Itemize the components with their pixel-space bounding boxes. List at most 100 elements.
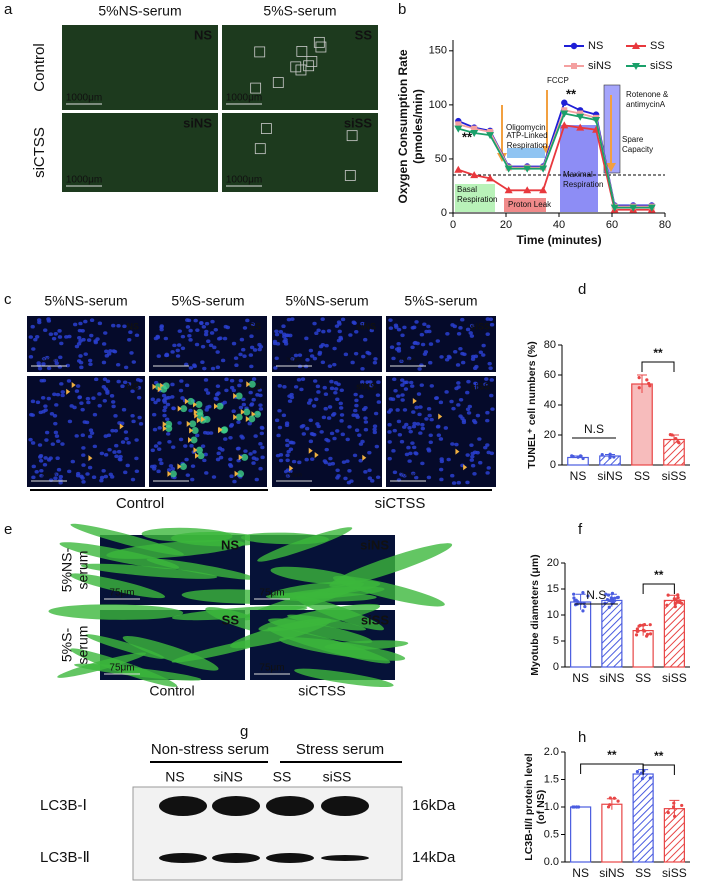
y-tick-label: 0 bbox=[550, 459, 556, 471]
nucleus bbox=[171, 445, 176, 449]
image-frame bbox=[222, 113, 378, 192]
nucleus bbox=[105, 389, 110, 394]
nucleus bbox=[488, 366, 493, 370]
legend-marker bbox=[570, 42, 578, 50]
nucleus bbox=[461, 418, 467, 423]
nucleus bbox=[185, 473, 191, 477]
data-dot bbox=[676, 596, 680, 600]
image-frame bbox=[62, 113, 218, 192]
data-dot bbox=[581, 609, 585, 613]
nucleus bbox=[116, 449, 122, 454]
nucleus bbox=[43, 456, 48, 460]
group-label: Stress serum bbox=[296, 741, 384, 758]
nucleus bbox=[241, 402, 247, 407]
nucleus bbox=[308, 348, 314, 353]
nucleus bbox=[300, 377, 306, 381]
column-header: 5%NS-serum bbox=[98, 3, 181, 19]
marker bbox=[523, 165, 532, 173]
nucleus bbox=[53, 358, 58, 363]
nucleus bbox=[123, 365, 129, 370]
nucleus bbox=[393, 388, 398, 393]
nucleus bbox=[414, 320, 419, 324]
nucleus bbox=[285, 474, 291, 478]
image-label: siSS bbox=[470, 321, 490, 331]
nucleus bbox=[452, 324, 457, 329]
arrowhead bbox=[194, 452, 199, 459]
nucleus bbox=[111, 404, 116, 409]
nucleus bbox=[237, 383, 242, 388]
image-label: siNS bbox=[356, 321, 376, 331]
tunel-spot bbox=[191, 426, 199, 434]
nucleus bbox=[274, 418, 280, 423]
nucleus bbox=[315, 422, 320, 426]
nucleus bbox=[329, 379, 334, 384]
myotube bbox=[48, 604, 184, 620]
nucleus bbox=[319, 430, 324, 434]
nucleus bbox=[58, 474, 64, 479]
nucleus bbox=[278, 458, 284, 463]
nucleus bbox=[52, 392, 57, 397]
nucleus bbox=[54, 434, 60, 438]
nucleus bbox=[466, 379, 471, 384]
series-line bbox=[458, 124, 652, 211]
x-tick-label: siSS bbox=[662, 866, 687, 880]
region bbox=[507, 148, 545, 158]
nucleus bbox=[123, 430, 129, 434]
bar bbox=[570, 806, 592, 863]
nucleus bbox=[249, 364, 254, 369]
nucleus bbox=[466, 411, 472, 415]
image-label: SS bbox=[355, 27, 373, 42]
lane-label: SS bbox=[273, 769, 292, 785]
data-dot bbox=[573, 598, 577, 603]
nucleus bbox=[156, 398, 161, 402]
nucleus bbox=[58, 355, 63, 360]
data-dot bbox=[600, 453, 604, 457]
arrowhead bbox=[162, 421, 167, 428]
nucleus bbox=[340, 432, 345, 437]
nucleus bbox=[388, 318, 393, 322]
nucleus bbox=[484, 377, 489, 381]
micrograph bbox=[27, 376, 145, 487]
arrowhead bbox=[188, 436, 193, 443]
nucleus bbox=[374, 444, 380, 449]
nucleus bbox=[332, 346, 337, 351]
nucleus bbox=[116, 379, 121, 384]
arrowhead bbox=[189, 427, 194, 434]
x-tick-label: 80 bbox=[659, 219, 671, 231]
tunel-spot bbox=[196, 408, 204, 416]
nucleus bbox=[37, 320, 42, 325]
nucleus bbox=[242, 354, 247, 358]
nucleus bbox=[451, 481, 457, 485]
x-tick-label: siNS bbox=[597, 469, 622, 483]
nucleus bbox=[259, 431, 265, 436]
nucleus bbox=[130, 413, 135, 418]
nucleus bbox=[278, 330, 284, 334]
arrowhead bbox=[66, 388, 71, 395]
nucleus bbox=[106, 352, 112, 356]
myotube bbox=[59, 542, 180, 570]
nucleus bbox=[112, 450, 117, 454]
nucleus bbox=[485, 410, 490, 415]
nucleus bbox=[216, 451, 221, 456]
nucleus bbox=[116, 324, 121, 328]
data-dot bbox=[609, 596, 613, 600]
marker bbox=[504, 165, 513, 173]
bar bbox=[663, 599, 685, 668]
nucleus bbox=[89, 318, 95, 323]
nucleus bbox=[258, 407, 264, 411]
nucleus bbox=[472, 471, 477, 476]
annotation: Rotenone & bbox=[626, 90, 669, 99]
nucleus bbox=[483, 382, 488, 387]
nucleus bbox=[456, 385, 461, 389]
lane-label: siSS bbox=[323, 769, 352, 785]
nucleus bbox=[327, 405, 333, 409]
nucleus bbox=[363, 427, 369, 432]
nucleus bbox=[229, 474, 234, 479]
image-label: SS bbox=[222, 612, 240, 627]
nucleus bbox=[277, 384, 282, 388]
nucleus bbox=[54, 403, 59, 407]
y-tick-label: 1.0 bbox=[544, 801, 559, 813]
nucleus bbox=[478, 460, 483, 465]
nucleus bbox=[387, 422, 392, 427]
nucleus bbox=[200, 444, 206, 448]
